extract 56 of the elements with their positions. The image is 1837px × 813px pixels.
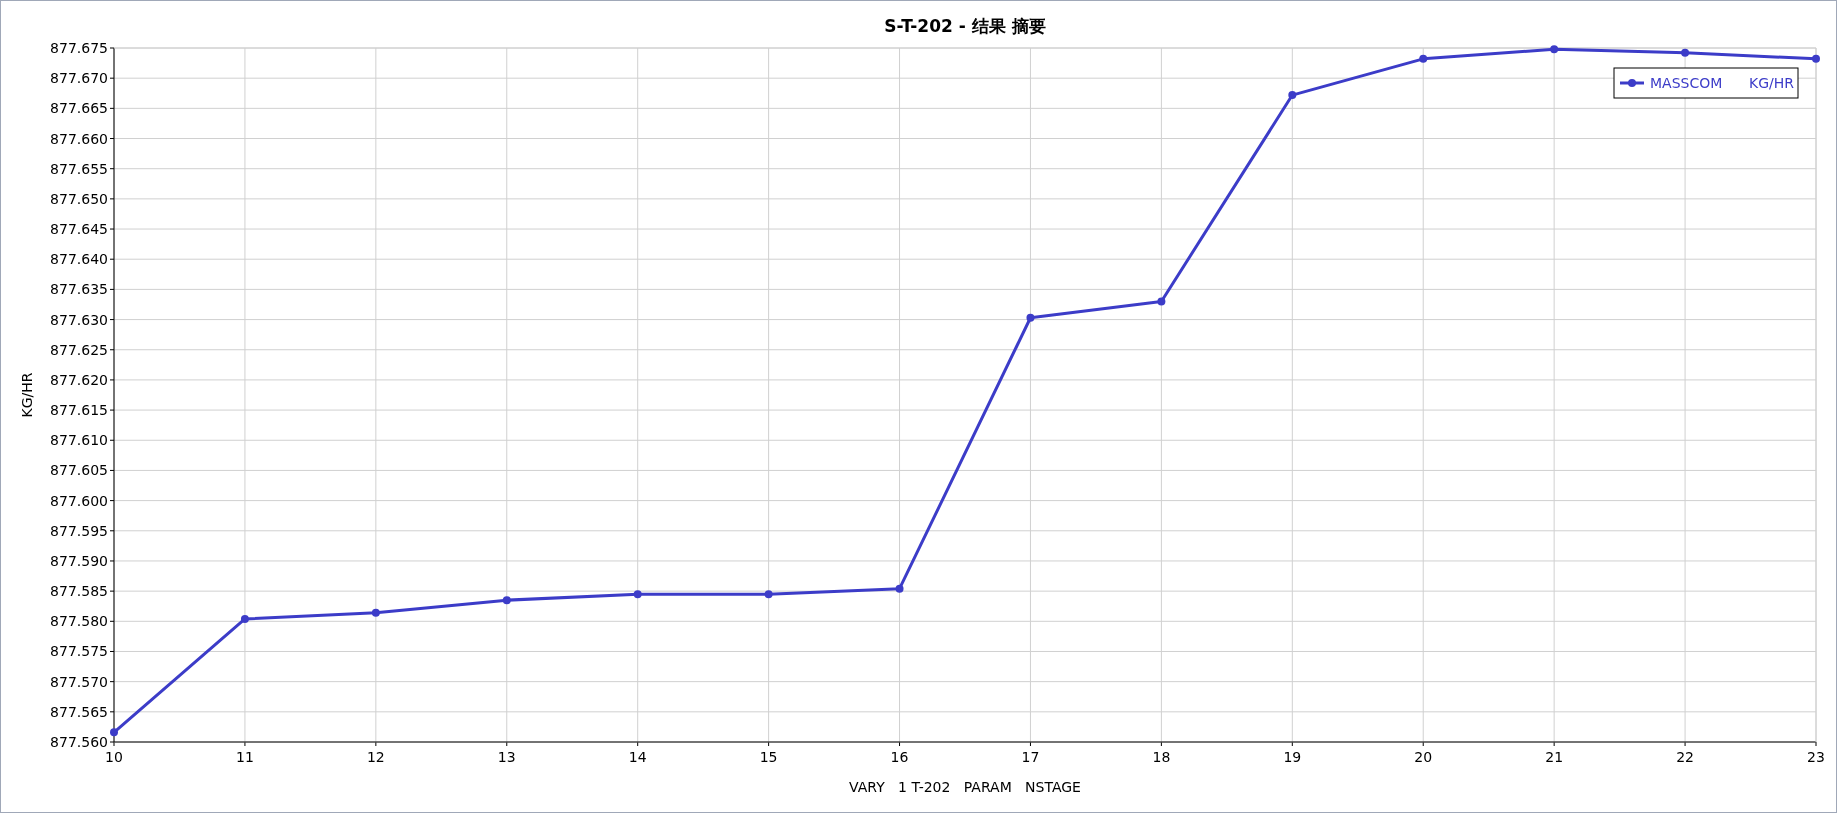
x-tick-label: 22	[1676, 749, 1694, 765]
y-tick-label: 877.590	[50, 552, 108, 569]
x-tick-label: 13	[497, 749, 516, 765]
y-tick-label: 877.610	[50, 432, 108, 449]
y-tick-label: 877.595	[50, 522, 108, 539]
point	[1812, 54, 1820, 63]
x-tick-label: 19	[1283, 749, 1302, 765]
x-tick-label: 11	[236, 749, 254, 765]
point	[764, 590, 773, 599]
point	[1550, 45, 1559, 54]
y-tick-label: 877.575	[50, 643, 108, 660]
y-tick-label: 877.660	[50, 130, 108, 147]
point	[1419, 54, 1428, 63]
y-tick-label: 877.625	[50, 341, 108, 358]
y-tick-label: 877.675	[50, 40, 108, 56]
y-tick-label: 877.615	[50, 402, 108, 419]
y-tick-label: 877.600	[50, 492, 108, 509]
y-tick-label: 877.635	[50, 281, 108, 298]
y-tick-label: 877.655	[50, 160, 108, 177]
y-tick-label: 877.645	[50, 221, 108, 238]
y-tick-label: 877.640	[50, 251, 108, 268]
y-tick-label: 877.580	[50, 613, 108, 630]
point	[1157, 297, 1166, 306]
y-tick-label: 877.605	[50, 462, 108, 479]
point	[240, 614, 249, 623]
x-tick-label: 16	[890, 749, 909, 765]
y-tick-label: 877.565	[50, 703, 108, 720]
point	[1026, 313, 1035, 322]
x-tick-label: 17	[1021, 749, 1040, 765]
legend-label: MASSCOM KG/HR	[1650, 75, 1795, 91]
chart-title: S-T-202 - 结果 摘要	[884, 16, 1046, 36]
y-tick-label: 877.670	[50, 70, 108, 87]
x-tick-label: 15	[759, 749, 778, 765]
point	[371, 608, 380, 617]
x-tick-label: 20	[1414, 749, 1433, 765]
x-axis-title: VARY 1 T-202 PARAM NSTAGE	[849, 779, 1081, 795]
point	[110, 728, 118, 737]
point	[502, 596, 511, 605]
x-tick-label: 18	[1152, 749, 1171, 765]
point	[895, 584, 904, 593]
x-tick-label: 14	[628, 749, 647, 765]
y-tick-label: 877.665	[50, 100, 108, 117]
y-tick-label: 877.650	[50, 190, 108, 207]
x-tick-label: 10	[105, 749, 123, 765]
y-axis-title: KG/HR	[19, 372, 35, 418]
y-tick-label: 877.570	[50, 673, 108, 690]
y-tick-label: 877.560	[50, 734, 108, 750]
point	[1288, 91, 1297, 100]
x-tick-label: 21	[1545, 749, 1564, 765]
y-tick-label: 877.630	[50, 311, 108, 328]
point	[1681, 48, 1690, 57]
y-tick-label: 877.620	[50, 371, 108, 388]
y-tick-label: 877.585	[50, 583, 108, 600]
x-tick-label: 12	[366, 749, 385, 765]
x-tick-label: 23	[1807, 749, 1825, 765]
point	[633, 590, 642, 599]
